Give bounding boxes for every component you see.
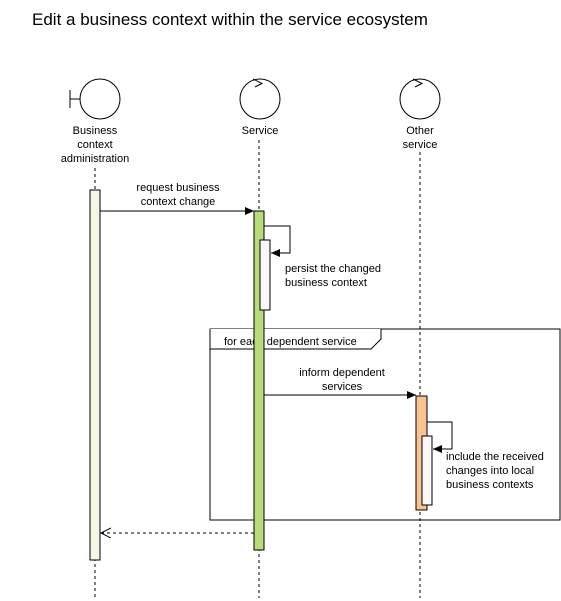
- participant-label-line: Service: [242, 125, 279, 137]
- message-arrow: [427, 421, 453, 453]
- participant-label-line: Business: [73, 125, 118, 137]
- participant-admin: Business context administration: [61, 78, 129, 165]
- message-label-line: business contexts: [446, 479, 534, 491]
- activation-service-nested: [259, 239, 271, 311]
- message-label-line: changes into local: [446, 465, 534, 477]
- message-label-line: context change: [141, 196, 216, 208]
- participant-label-line: administration: [61, 153, 129, 165]
- message-label-line: request business: [136, 182, 220, 194]
- loop-fragment: for each dependent service: [209, 328, 561, 521]
- message-label-line: services: [322, 381, 363, 393]
- participant-label-line: service: [403, 139, 438, 151]
- participant-other: Other service: [399, 78, 441, 151]
- participant-label-line: Other: [406, 125, 434, 137]
- activation-other-nested: [421, 435, 433, 506]
- fragment-label: for each dependent service: [224, 336, 357, 348]
- activation-service: [253, 210, 265, 551]
- message-include: include the received changes into local …: [427, 421, 544, 491]
- control-icon: [399, 78, 441, 120]
- message-persist: persist the changed business context: [264, 225, 381, 289]
- fragment-frame: [209, 328, 561, 521]
- message-label-line: business context: [285, 277, 367, 289]
- message-request: request business context change: [100, 182, 254, 215]
- control-icon: [239, 78, 281, 120]
- message-label-line: include the received: [446, 451, 544, 463]
- message-arrow: [264, 225, 291, 257]
- participant-label-line: context: [77, 139, 112, 151]
- message-label-line: inform dependent: [299, 367, 385, 379]
- activation-admin: [89, 189, 101, 561]
- fragment-label-tab: [209, 329, 382, 350]
- diagram-title: Edit a business context within the servi…: [32, 10, 428, 29]
- message-label-line: persist the changed: [285, 263, 381, 275]
- participant-service: Service: [239, 78, 281, 137]
- boundary-icon: [69, 78, 121, 120]
- message-inform: inform dependent services: [264, 367, 416, 399]
